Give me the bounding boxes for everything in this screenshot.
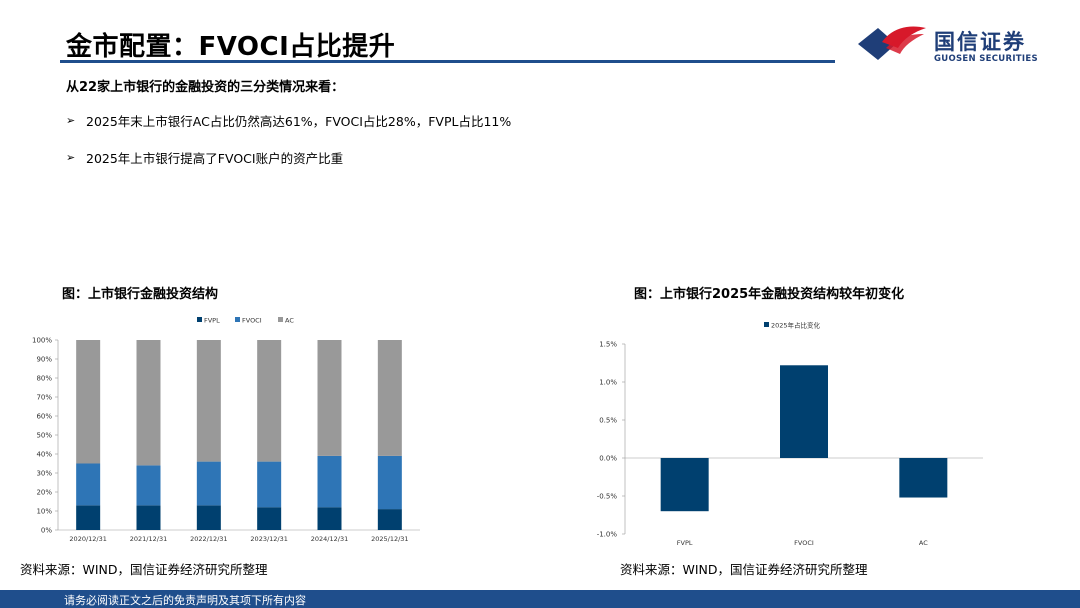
right-chart-title: 图：上市银行2025年金融投资结构较年初变化 xyxy=(634,287,905,302)
page-title: 金市配置：FVOCI占比提升 xyxy=(66,32,396,62)
legend-label: FVPL xyxy=(204,317,220,325)
bar-ac xyxy=(136,340,161,466)
y-tick-label: 40% xyxy=(36,451,52,459)
bullet-list: ➢ 2025年末上市银行AC占比仍然高达61%，FVOCI占比28%，FVPL占… xyxy=(66,110,511,184)
bar-fvpl xyxy=(317,507,342,530)
y-tick-label: 60% xyxy=(36,413,52,421)
bar-ac xyxy=(257,340,282,462)
bar-fvpl xyxy=(257,507,282,530)
bar-fvoci xyxy=(196,461,221,506)
bar-ac xyxy=(317,340,342,456)
logo-name-en: GUOSEN SECURITIES xyxy=(934,54,1038,64)
y-tick-label: 0% xyxy=(41,527,52,535)
x-tick-label: 2023/12/31 xyxy=(250,535,287,543)
y-tick-label: 0.5% xyxy=(599,417,617,425)
legend-label: AC xyxy=(285,317,294,325)
legend-swatch xyxy=(764,322,769,327)
bar-ac xyxy=(196,340,221,462)
bar-fvpl xyxy=(660,458,709,512)
right-source-note: 资料来源：WIND，国信证券经济研究所整理 xyxy=(620,562,868,577)
left-chart-title: 图：上市银行金融投资结构 xyxy=(62,287,219,302)
x-tick-label: 2025/12/31 xyxy=(371,535,408,543)
x-tick-label: 2021/12/31 xyxy=(130,535,167,543)
y-tick-label: 100% xyxy=(32,337,52,345)
y-tick-label: 80% xyxy=(36,375,52,383)
legend-label: 2025年占比变化 xyxy=(771,321,821,330)
bar-fvoci xyxy=(136,465,161,506)
x-tick-label: AC xyxy=(919,539,928,547)
y-tick-label: 10% xyxy=(36,508,52,516)
footer-disclaimer: 请务必阅读正文之后的免责声明及其项下所有内容 xyxy=(64,594,306,607)
bar-fvpl xyxy=(136,505,161,530)
legend-swatch xyxy=(235,317,240,322)
bar-fvoci xyxy=(780,365,828,458)
legend-label: FVOCI xyxy=(242,317,262,325)
y-tick-label: 30% xyxy=(36,470,52,478)
y-tick-label: -1.0% xyxy=(597,531,618,539)
y-tick-label: 90% xyxy=(36,356,52,364)
bar-fvoci xyxy=(317,455,342,508)
bar-fvoci xyxy=(377,455,402,510)
x-tick-label: 2024/12/31 xyxy=(311,535,348,543)
bar-ac xyxy=(76,340,101,464)
y-tick-label: 1.0% xyxy=(599,379,617,387)
logo-mark-icon xyxy=(858,26,926,60)
title-divider xyxy=(60,60,835,63)
x-tick-label: 2022/12/31 xyxy=(190,535,227,543)
stacked-bar-chart: FVPL FVOCI AC 0% 10% 20% 30% 40% 50% 60% 70% 80% 90%… xyxy=(32,317,420,543)
y-tick-label: 0.0% xyxy=(599,455,617,463)
arrow-bullet-icon: ➢ xyxy=(66,113,76,127)
bar-fvoci xyxy=(257,461,282,508)
bullet-text: 2025年末上市银行AC占比仍然高达61%，FVOCI占比28%，FVPL占比1… xyxy=(86,113,512,129)
bar-fvpl xyxy=(377,509,402,530)
y-tick-label: 70% xyxy=(36,394,52,402)
left-source-note: 资料来源：WIND，国信证券经济研究所整理 xyxy=(20,562,268,577)
bar-ac xyxy=(377,340,402,456)
x-tick-label: 2020/12/31 xyxy=(69,535,106,543)
x-tick-label: FVPL xyxy=(677,539,693,547)
y-tick-label: 50% xyxy=(36,432,52,440)
legend-swatch xyxy=(278,317,283,322)
y-tick-label: -0.5% xyxy=(597,493,618,501)
logo-name-cn: 国信证券 xyxy=(934,30,1026,54)
legend-swatch xyxy=(197,317,202,322)
arrow-bullet-icon: ➢ xyxy=(66,150,76,164)
x-tick-label: FVOCI xyxy=(794,539,814,547)
intro-text: 从22家上市银行的金融投资的三分类情况来看： xyxy=(66,80,345,95)
y-tick-label: 20% xyxy=(36,489,52,497)
change-bar-chart: 2025年占比变化 -1.0% -0.5% 0.0% 0.5% 1.0% 1.5% FVPL F… xyxy=(597,321,983,547)
bar-fvoci xyxy=(76,463,101,506)
footer-bar: 请务必阅读正文之后的免责声明及其项下所有内容 xyxy=(0,590,1080,608)
bullet-item: ➢ 2025年上市银行提高了FVOCI账户的资产比重 xyxy=(66,147,511,167)
company-logo: 国信证券 GUOSEN SECURITIES xyxy=(856,22,1046,66)
bar-fvpl xyxy=(76,505,101,530)
bullet-item: ➢ 2025年末上市银行AC占比仍然高达61%，FVOCI占比28%，FVPL占… xyxy=(66,110,511,130)
bullet-text: 2025年上市银行提高了FVOCI账户的资产比重 xyxy=(86,150,344,166)
bar-ac xyxy=(899,458,948,498)
y-tick-label: 1.5% xyxy=(599,341,617,349)
bar-fvpl xyxy=(196,505,221,530)
